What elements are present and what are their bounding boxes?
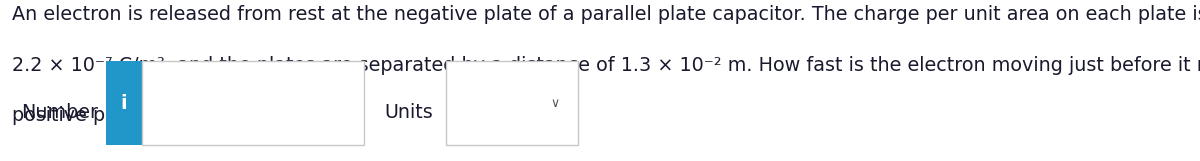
Text: 2.2 × 10⁻⁷ C/m², and the plates are separated by a distance of 1.3 × 10⁻² m. How: 2.2 × 10⁻⁷ C/m², and the plates are sepa… [12,56,1200,75]
FancyBboxPatch shape [106,61,142,145]
Text: An electron is released from rest at the negative plate of a parallel plate capa: An electron is released from rest at the… [12,5,1200,24]
Text: i: i [120,94,127,113]
Text: Units: Units [384,103,433,122]
Text: ∨: ∨ [550,97,559,109]
Text: positive plate?: positive plate? [12,106,151,125]
FancyBboxPatch shape [446,61,578,145]
Text: Number: Number [22,103,98,122]
FancyBboxPatch shape [142,61,364,145]
